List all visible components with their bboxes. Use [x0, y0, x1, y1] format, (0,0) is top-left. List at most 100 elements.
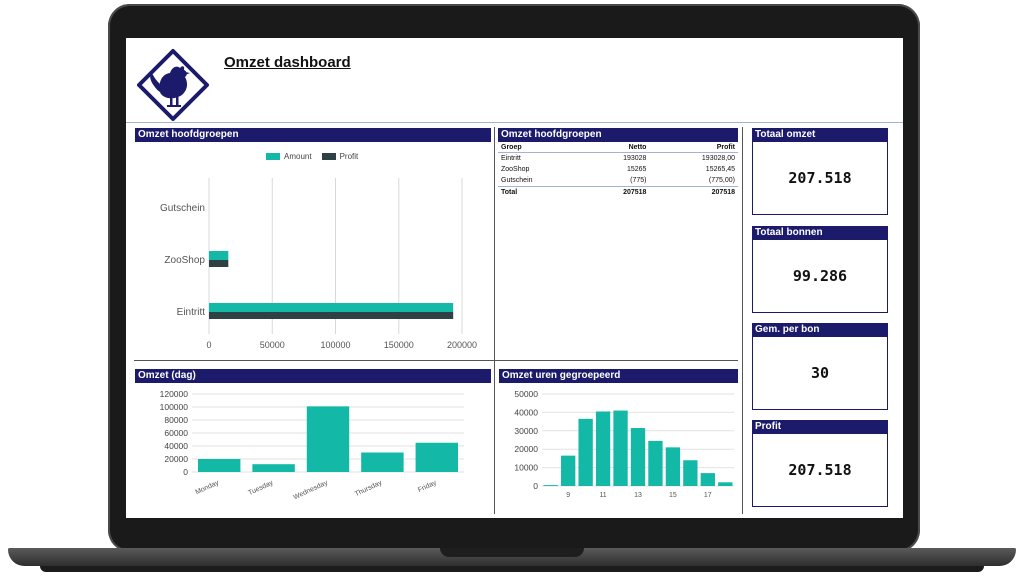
dag-chart-title: Omzet (dag): [135, 369, 491, 383]
bar: [306, 406, 350, 472]
bar-amount: [209, 251, 229, 260]
bar: [415, 442, 459, 472]
col-header-groep: Groep: [498, 143, 583, 153]
legend-swatch-profit: [321, 153, 336, 160]
table-cell: Total: [498, 186, 583, 198]
laptop-notch: [440, 548, 584, 557]
kpi-title: Totaal bonnen: [752, 226, 888, 240]
col-header-profit: Profit: [649, 143, 738, 153]
x-tick-label: Thursday: [354, 479, 384, 498]
table-cell: Eintritt: [501, 155, 521, 162]
x-tick-label: 11: [599, 492, 606, 499]
x-tick-label: Wednesday: [292, 479, 329, 501]
bar: [613, 410, 628, 486]
divider-horizontal: [134, 360, 738, 361]
x-tick-label: 200000: [447, 340, 477, 350]
hoofdgroepen-bar-chart: 0 50000 100000 150000 200000 Gutschein ZooShop…: [160, 178, 477, 350]
uren-bar-chart: 0 10000 20000 30000 40000 50000 9 11 13 15 17: [514, 389, 734, 499]
legend-swatch-amount: [266, 153, 280, 160]
table-cell: 207518: [582, 186, 650, 198]
laptop-foot: [40, 566, 984, 572]
bar: [648, 440, 663, 486]
kpi-card-gem-per-bon: Gem. per bon 30: [752, 323, 888, 410]
bar: [683, 460, 698, 486]
bar: [595, 411, 611, 486]
y-tick-label: 60000: [164, 428, 188, 438]
category-label: Eintritt: [177, 307, 206, 318]
chart-legend: Amount Profit: [266, 152, 358, 161]
y-tick-label: 80000: [164, 415, 188, 425]
kpi-value: 207.518: [752, 142, 888, 215]
table-cell: 193028: [623, 155, 647, 162]
category-label: ZooShop: [164, 255, 205, 266]
kpi-value: 207.518: [752, 434, 888, 507]
bar: [630, 428, 646, 486]
kpi-title: Totaal omzet: [752, 128, 888, 142]
x-tick-label: 150000: [384, 340, 414, 350]
hoofdgroepen-table-title: Omzet hoofdgroepen: [498, 128, 738, 142]
kpi-value: 99.286: [752, 240, 888, 313]
bar: [718, 482, 733, 486]
x-tick-label: 0: [206, 340, 211, 350]
dag-bar-chart: 0 20000 40000 60000 80000 100000 120000 Monday T…: [160, 389, 464, 501]
category-label: Gutschein: [160, 203, 205, 214]
bar: [665, 447, 681, 486]
kpi-value: 30: [752, 337, 888, 410]
bar: [561, 455, 576, 486]
table-cell: 15265: [626, 166, 647, 173]
hoofdgroepen-table: Groep Netto Profit Eintritt 193028 19302…: [498, 143, 738, 198]
table-cell: ZooShop: [501, 166, 530, 173]
table-cell: (775): [630, 177, 647, 184]
y-tick-label: 40000: [514, 407, 538, 417]
y-tick-label: 30000: [514, 426, 538, 436]
y-tick-label: 20000: [164, 454, 188, 464]
table-total-row: Total 207518 207518: [498, 186, 738, 198]
x-tick-label: Monday: [195, 479, 221, 496]
x-tick-label: 17: [704, 492, 712, 499]
y-tick-label: 10000: [514, 463, 538, 473]
bar: [361, 452, 404, 472]
table-cell: 15265,45: [705, 166, 735, 173]
bar-profit: [209, 260, 229, 267]
bar: [700, 473, 715, 486]
legend-label-amount: Amount: [284, 152, 312, 161]
table-cell: 193028,00: [701, 155, 735, 162]
table-cell: (775,00): [708, 177, 735, 184]
kpi-title: Profit: [752, 420, 888, 434]
x-tick-label: Tuesday: [247, 479, 275, 497]
y-tick-label: 20000: [514, 444, 538, 454]
rooster-icon: [137, 49, 209, 121]
table-cell: 207518: [649, 186, 738, 198]
table-row: Gutschein (775) (775,00): [498, 175, 738, 187]
kpi-title: Gem. per bon: [752, 323, 888, 337]
x-tick-label: 100000: [320, 340, 350, 350]
x-tick-label: 15: [669, 492, 677, 499]
kpi-card-totaal-omzet: Totaal omzet 207.518: [752, 128, 888, 215]
page-title: Omzet dashboard: [224, 54, 351, 71]
hoofdgroepen-chart-title: Omzet hoofdgroepen: [135, 128, 491, 142]
x-tick-label: 50000: [260, 340, 285, 350]
divider-vertical-2: [742, 127, 743, 514]
y-tick-label: 120000: [160, 389, 189, 399]
y-tick-label: 40000: [164, 441, 188, 451]
table-cell: Gutschein: [501, 177, 533, 184]
y-tick-label: 0: [183, 467, 188, 477]
y-tick-label: 0: [533, 481, 538, 491]
legend-label-profit: Profit: [339, 152, 359, 161]
bar: [578, 418, 593, 486]
table-row: Eintritt 193028 193028,00: [498, 153, 738, 165]
dashboard-screen: Omzet dashboard Omzet hoofdgroepen Amoun…: [126, 38, 903, 518]
dashboard-header: Omzet dashboard: [126, 38, 903, 123]
x-tick-label: 9: [566, 492, 570, 499]
divider-vertical-1: [494, 127, 495, 514]
laptop-base: [8, 548, 1016, 566]
x-tick-label: Friday: [417, 479, 438, 494]
bar: [197, 459, 241, 472]
bar-profit: [209, 312, 454, 319]
y-tick-label: 100000: [160, 402, 189, 412]
bar-amount: [209, 303, 454, 312]
uren-chart-title: Omzet uren gegroepeerd: [499, 369, 738, 383]
x-tick-label: 13: [634, 492, 642, 499]
bar: [543, 485, 558, 486]
table-row: ZooShop 15265 15265,45: [498, 164, 738, 175]
